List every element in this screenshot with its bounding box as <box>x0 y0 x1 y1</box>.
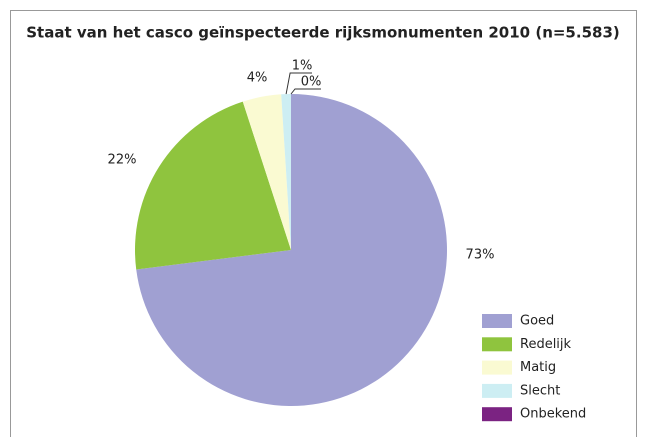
legend-swatch <box>482 383 512 398</box>
data-label: 22% <box>108 153 137 168</box>
legend-swatch <box>482 337 512 352</box>
data-label: 0% <box>301 75 322 90</box>
legend-label: Matig <box>520 360 556 375</box>
leader-line <box>285 72 312 95</box>
data-label: 4% <box>247 71 268 86</box>
legend-swatch <box>482 314 512 328</box>
legend-swatch <box>482 407 512 422</box>
data-label: 73% <box>466 248 495 263</box>
pie-slice <box>281 94 291 250</box>
legend-swatch <box>482 360 512 375</box>
pie-slice <box>136 94 447 406</box>
legend-label: Slecht <box>520 383 560 398</box>
chart-title: Staat van het casco geïnspecteerde rijks… <box>26 24 620 42</box>
legend-label: Redelijk <box>520 337 572 352</box>
leader-line <box>290 88 321 95</box>
pie-slice <box>135 101 291 270</box>
pie-slice <box>242 94 291 250</box>
legend-label: Onbekend <box>520 407 586 422</box>
data-label: 1% <box>292 59 313 74</box>
legend-label: Goed <box>520 314 554 329</box>
